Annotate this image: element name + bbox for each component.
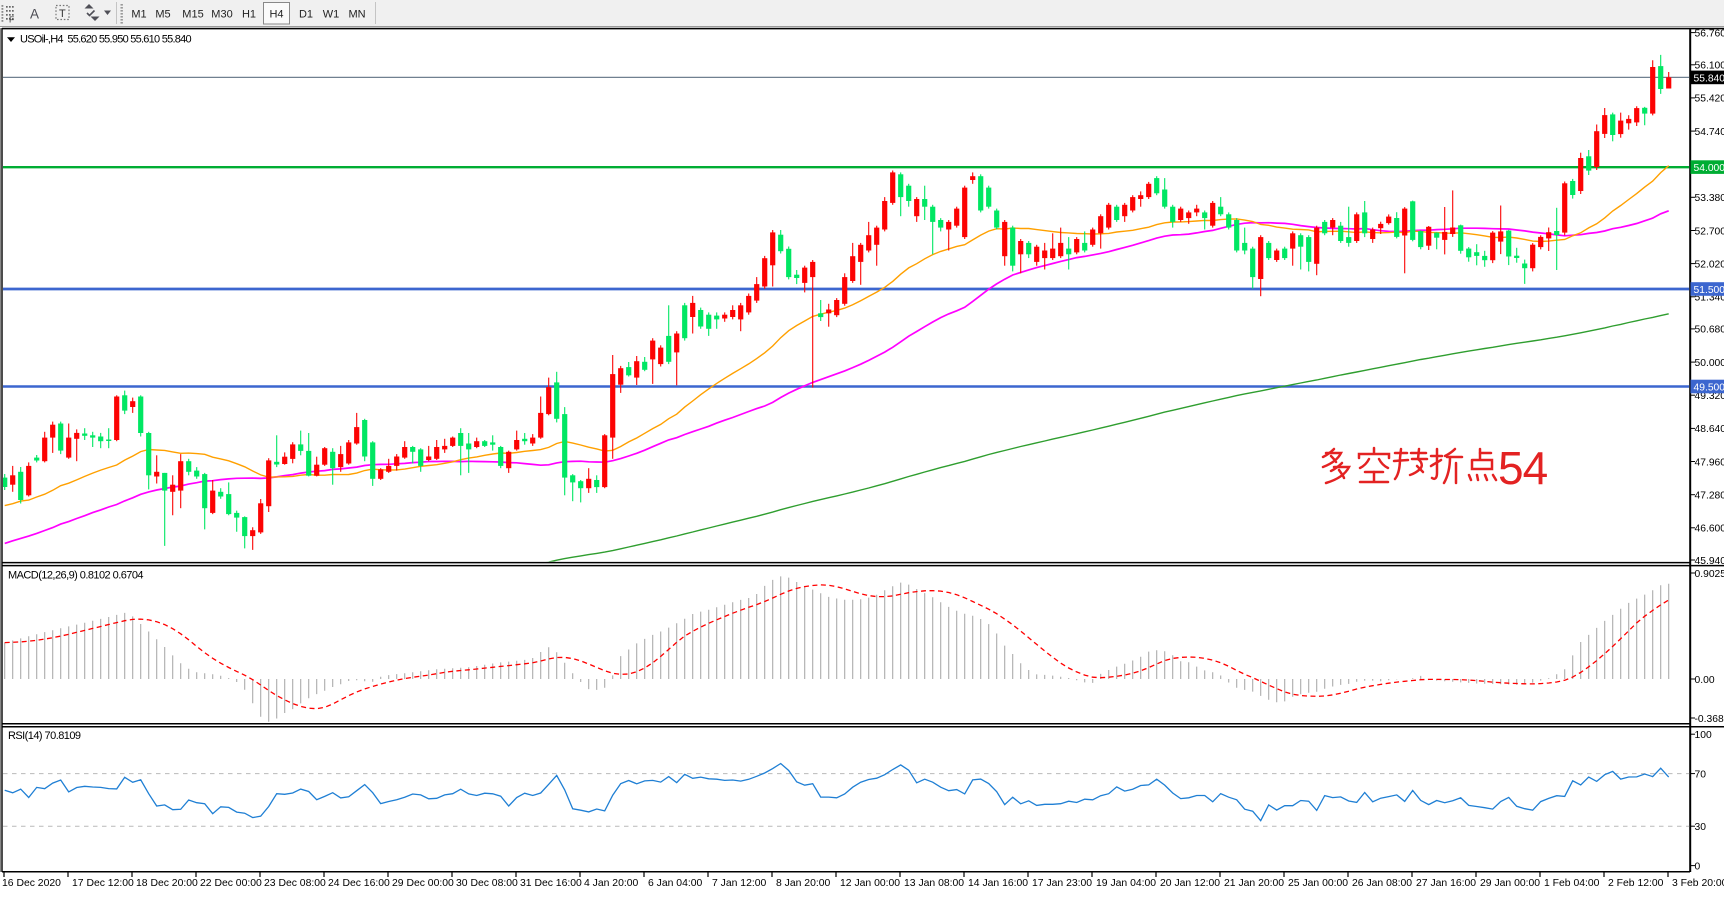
svg-text:25 Jan 00:00: 25 Jan 00:00 bbox=[1288, 878, 1348, 889]
svg-text:17 Dec 12:00: 17 Dec 12:00 bbox=[72, 878, 134, 889]
svg-text:H4: H4 bbox=[269, 9, 283, 21]
svg-text:53.380: 53.380 bbox=[1695, 193, 1724, 204]
svg-text:19 Jan 04:00: 19 Jan 04:00 bbox=[1096, 878, 1156, 889]
svg-text:55.840: 55.840 bbox=[1694, 73, 1724, 84]
svg-text:4 Jan 20:00: 4 Jan 20:00 bbox=[584, 878, 639, 889]
svg-text:T: T bbox=[59, 8, 66, 20]
svg-text:24 Dec 16:00: 24 Dec 16:00 bbox=[328, 878, 390, 889]
svg-text:51.500: 51.500 bbox=[1694, 285, 1724, 296]
svg-text:26 Jan 08:00: 26 Jan 08:00 bbox=[1352, 878, 1412, 889]
svg-text:18 Dec 20:00: 18 Dec 20:00 bbox=[136, 878, 198, 889]
svg-text:0: 0 bbox=[1695, 861, 1701, 872]
svg-text:6 Jan 04:00: 6 Jan 04:00 bbox=[648, 878, 703, 889]
svg-text:7 Jan 12:00: 7 Jan 12:00 bbox=[712, 878, 767, 889]
svg-text:47.280: 47.280 bbox=[1695, 491, 1724, 502]
svg-text:29 Dec 00:00: 29 Dec 00:00 bbox=[392, 878, 454, 889]
svg-text:56.760: 56.760 bbox=[1695, 28, 1724, 39]
svg-text:27 Jan 16:00: 27 Jan 16:00 bbox=[1416, 878, 1476, 889]
svg-text:H1: H1 bbox=[242, 9, 256, 21]
svg-text:M5: M5 bbox=[155, 9, 170, 21]
svg-text:M15: M15 bbox=[182, 9, 203, 21]
svg-text:50.000: 50.000 bbox=[1695, 358, 1724, 369]
svg-text:12 Jan 00:00: 12 Jan 00:00 bbox=[840, 878, 900, 889]
svg-text:21 Jan 20:00: 21 Jan 20:00 bbox=[1224, 878, 1284, 889]
svg-text:46.600: 46.600 bbox=[1695, 524, 1724, 535]
svg-text:50.680: 50.680 bbox=[1695, 325, 1724, 336]
svg-text:3 Feb 20:00: 3 Feb 20:00 bbox=[1672, 878, 1724, 889]
svg-text:30 Dec 08:00: 30 Dec 08:00 bbox=[456, 878, 518, 889]
svg-text:52.700: 52.700 bbox=[1695, 226, 1724, 237]
svg-text:70: 70 bbox=[1695, 769, 1707, 780]
svg-text:2 Feb 12:00: 2 Feb 12:00 bbox=[1608, 878, 1664, 889]
svg-text:0.9025: 0.9025 bbox=[1695, 569, 1724, 580]
svg-text:W1: W1 bbox=[323, 9, 340, 21]
svg-text:16 Dec 2020: 16 Dec 2020 bbox=[2, 878, 61, 889]
svg-text:49.500: 49.500 bbox=[1694, 383, 1724, 394]
svg-text:54: 54 bbox=[1498, 442, 1548, 494]
svg-text:MN: MN bbox=[348, 9, 365, 21]
svg-text:22 Dec 00:00: 22 Dec 00:00 bbox=[200, 878, 262, 889]
svg-text:M30: M30 bbox=[211, 9, 232, 21]
svg-text:M1: M1 bbox=[131, 9, 146, 21]
svg-text:USOil-,H4 55.620 55.950 55.61: USOil-,H4 55.620 55.950 55.610 55.840 bbox=[20, 34, 191, 46]
svg-text:14 Jan 16:00: 14 Jan 16:00 bbox=[968, 878, 1028, 889]
svg-text:48.640: 48.640 bbox=[1695, 424, 1724, 435]
svg-text:20 Jan 12:00: 20 Jan 12:00 bbox=[1160, 878, 1220, 889]
svg-text:55.420: 55.420 bbox=[1695, 94, 1724, 105]
svg-text:F: F bbox=[9, 15, 14, 25]
svg-text:52.020: 52.020 bbox=[1695, 259, 1724, 270]
svg-text:8 Jan 20:00: 8 Jan 20:00 bbox=[776, 878, 831, 889]
svg-text:17 Jan 23:00: 17 Jan 23:00 bbox=[1032, 878, 1092, 889]
svg-text:13 Jan 08:00: 13 Jan 08:00 bbox=[904, 878, 964, 889]
svg-text:D1: D1 bbox=[299, 9, 313, 21]
svg-text:31 Dec 16:00: 31 Dec 16:00 bbox=[520, 878, 582, 889]
svg-text:47.960: 47.960 bbox=[1695, 457, 1724, 468]
svg-text:0.00: 0.00 bbox=[1695, 675, 1715, 686]
svg-text:MACD(12,26,9) 0.8102 0.6704: MACD(12,26,9) 0.8102 0.6704 bbox=[8, 570, 143, 582]
svg-text:54.000: 54.000 bbox=[1694, 163, 1724, 174]
svg-text:30: 30 bbox=[1695, 822, 1707, 833]
svg-text:29 Jan 00:00: 29 Jan 00:00 bbox=[1480, 878, 1540, 889]
svg-text:56.100: 56.100 bbox=[1695, 61, 1724, 72]
svg-text:45.940: 45.940 bbox=[1695, 556, 1724, 567]
svg-text:RSI(14) 70.8109: RSI(14) 70.8109 bbox=[8, 730, 81, 742]
svg-text:54.740: 54.740 bbox=[1695, 127, 1724, 138]
svg-text:1 Feb 04:00: 1 Feb 04:00 bbox=[1544, 878, 1600, 889]
svg-text:-0.3688: -0.3688 bbox=[1695, 714, 1724, 725]
svg-text:A: A bbox=[30, 7, 39, 22]
svg-text:100: 100 bbox=[1695, 730, 1712, 741]
svg-text:23 Dec 08:00: 23 Dec 08:00 bbox=[264, 878, 326, 889]
